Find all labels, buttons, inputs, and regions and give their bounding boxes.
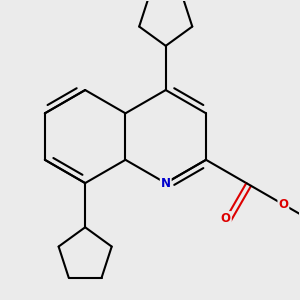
Text: N: N <box>161 177 171 190</box>
Text: O: O <box>278 198 288 211</box>
Text: O: O <box>221 212 231 225</box>
